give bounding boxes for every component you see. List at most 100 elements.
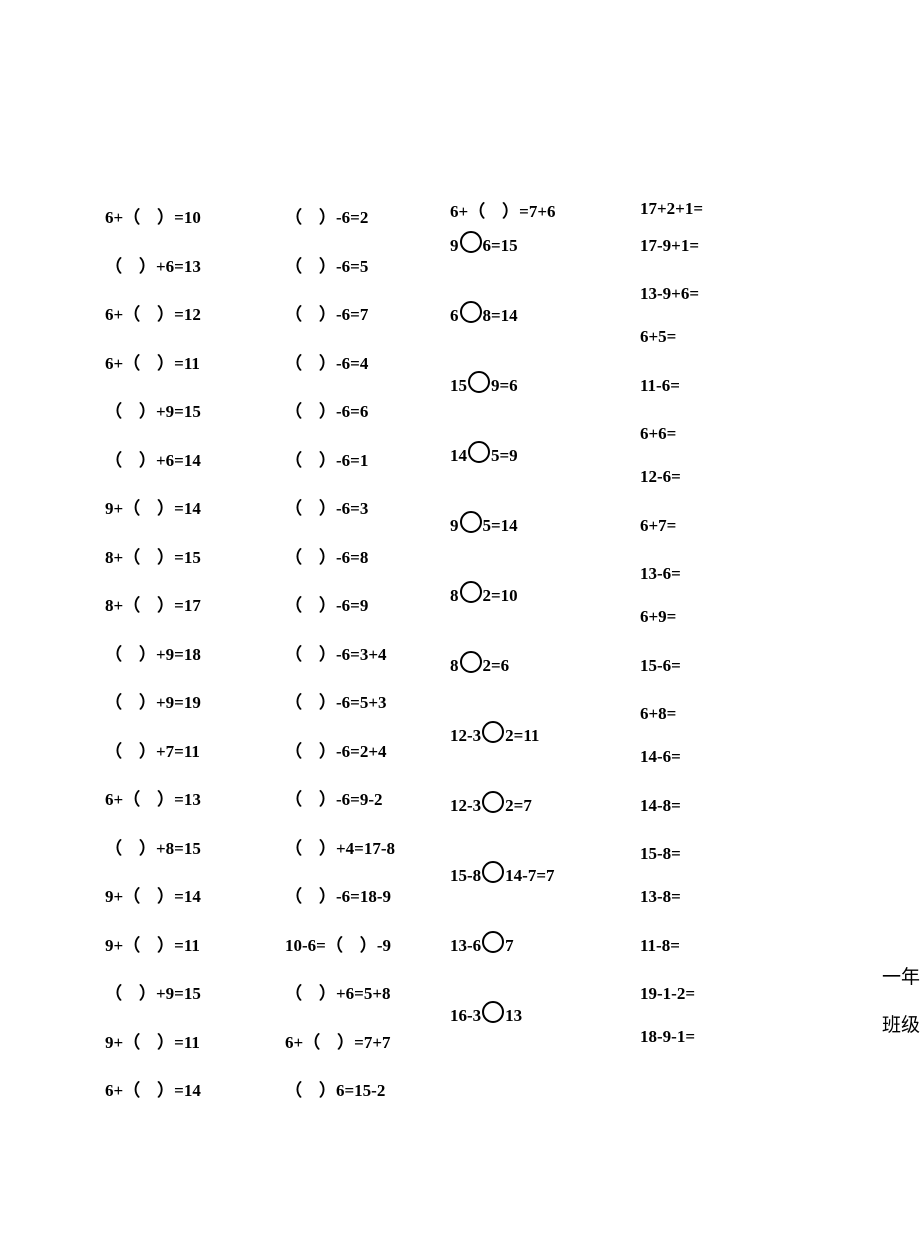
equation-left: 9 [450,236,459,256]
equation-item: 17-9+1= [640,231,699,261]
equation-right: 13 [505,1006,522,1026]
equation-left: 16-3 [450,1006,481,1026]
equation-item: （ ）+9=15 [105,970,285,1019]
equation-item: （ ）+8=15 [105,825,285,874]
equation-item: 16-3 13 [450,1001,522,1031]
column-2: （ ）-6=2（ ）-6=5（ ）-6=7（ ）-6=4（ ）-6=6（ ）-6… [285,194,450,1116]
equation-item: 8 2=6 [450,651,509,681]
equation-right: 14-7=7 [505,866,554,886]
equation-item: 12-3 2=7 [450,791,532,821]
blank-circle-icon [482,721,504,743]
equation-item: 6+5= [640,322,676,352]
equation-item: （ ）-6=5 [285,243,450,292]
blank-circle-icon [468,441,490,463]
blank-circle-icon [482,931,504,953]
equation-item: 15 9=6 [450,371,518,401]
equation-item: 14 5=9 [450,441,518,471]
equation-item: （ ）-6=3+4 [285,631,450,680]
equation-left: 12-3 [450,796,481,816]
equation-left: 9 [450,516,459,536]
side-text-2: 班级 [882,1010,920,1037]
equation-item: 11-6= [640,371,680,401]
equation-item: 14-8= [640,791,681,821]
equation-right: 7 [505,936,514,956]
equation-item: 8+（ ）=15 [105,534,285,583]
column-1: 6+（ ）=10（ ）+6=136+（ ）=126+（ ）=11（ ）+9=15… [105,194,285,1116]
equation-item: （ ）-6=9-2 [285,776,450,825]
equation-item: 13-9+6= [640,279,699,309]
equation-right: 5=9 [491,446,518,466]
equation-item: 6+（ ）=13 [105,776,285,825]
equation-item: （ ）+7=11 [105,728,285,777]
equation-right: 2=6 [483,656,510,676]
equation-right: 6=15 [483,236,518,256]
equation-item: 19-1-2= [640,979,695,1009]
equation-item: （ ）+6=14 [105,437,285,486]
equation-item: 13-6= [640,559,681,589]
column-3: 6+（ ）=7+696=1568=14159=6145=995=1482=108… [450,194,640,1114]
equation-item: 6+（ ）=11 [105,340,285,389]
equation-item: 10-6=（ ）-9 [285,922,450,971]
equation-item: 9+（ ）=11 [105,922,285,971]
equation-item: 6+（ ）=7+7 [285,1019,450,1068]
equation-left: 12-3 [450,726,481,746]
equation-item: 6+9= [640,602,676,632]
equation-item: （ ）+4=17-8 [285,825,450,874]
equation-item: 11-8= [640,931,680,961]
equation-item: （ ）-6=2 [285,194,450,243]
equation-item: 95=14 [450,511,518,541]
equation-item: 6+（ ）=12 [105,291,285,340]
equation-item: 6+8= [640,699,676,729]
blank-circle-icon [482,1001,504,1023]
blank-circle-icon [468,371,490,393]
equation-item: 6+（ ）=14 [105,1067,285,1116]
equation-item: （ ）-6=7 [285,291,450,340]
blank-circle-icon [460,511,482,533]
equation-item: 6+（ ）=10 [105,194,285,243]
equation-item: 12-3 2=11 [450,721,539,751]
equation-item: （ ）-6=8 [285,534,450,583]
equation-item: （ ）+9=15 [105,388,285,437]
equation-item: 13-6 7 [450,931,514,961]
equation-item: 15-814-7=7 [450,861,555,891]
equation-item: （ ）-6=18-9 [285,873,450,922]
equation-item: 17+2+1= [640,194,703,224]
equation-item: 12-6= [640,462,681,492]
equation-item: （ ）-6=1 [285,437,450,486]
blank-circle-icon [460,231,482,253]
equation-item: （ ）-6=4 [285,340,450,389]
blank-circle-icon [460,651,482,673]
equation-item: （ ）6=15-2 [285,1067,450,1116]
equation-item: 9 6=15 [450,231,518,261]
equation-item: （ ）-6=3 [285,485,450,534]
equation-item: 15-8= [640,839,681,869]
worksheet-page: 6+（ ）=10（ ）+6=136+（ ）=126+（ ）=11（ ）+9=15… [105,194,820,1116]
equation-item: （ ）+9=19 [105,679,285,728]
equation-item: 9+（ ）=14 [105,873,285,922]
equation-right: 2=11 [505,726,539,746]
equation-right: 9=6 [491,376,518,396]
blank-circle-icon [482,791,504,813]
equation-item: 8+（ ）=17 [105,582,285,631]
equation-item: 6+（ ）=7+6 [450,194,556,224]
equation-left: 8 [450,586,459,606]
equation-item: （ ）+6=13 [105,243,285,292]
equation-item: 9+（ ）=11 [105,1019,285,1068]
equation-item: 15-6= [640,651,681,681]
equation-left: 13-6 [450,936,481,956]
equation-item: 6+6= [640,419,676,449]
equation-item: （ ）-6=9 [285,582,450,631]
equation-item: （ ）-6=6 [285,388,450,437]
side-text-1: 一年 [882,962,920,989]
equation-left: 15 [450,376,467,396]
equation-item: 13-8= [640,882,681,912]
equation-item: 68=14 [450,301,518,331]
equation-item: 6+7= [640,511,676,541]
equation-item: （ ）+6=5+8 [285,970,450,1019]
equation-item: 14-6= [640,742,681,772]
equation-left: 6 [450,306,459,326]
equation-left: 14 [450,446,467,466]
equation-right: 2=7 [505,796,532,816]
blank-circle-icon [460,581,482,603]
equation-left: 8 [450,656,459,676]
